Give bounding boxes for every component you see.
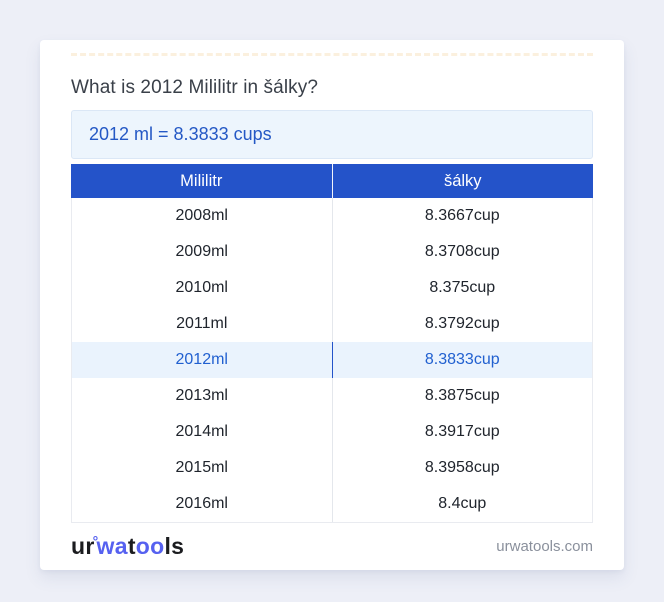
converter-card: What is 2012 Mililitr in šálky? 2012 ml … <box>40 40 624 570</box>
cell-mililitr[interactable]: 2013ml <box>72 378 333 414</box>
table-row[interactable]: 2011ml 8.3792cup <box>72 306 592 342</box>
card-footer: ur°watools urwatools.com <box>71 523 593 569</box>
page-title: What is 2012 Mililitr in šálky? <box>71 77 319 98</box>
cell-mililitr[interactable]: 2010ml <box>72 270 333 306</box>
cell-salky[interactable]: 8.3875cup <box>424 387 500 404</box>
logo-text-ls: ls <box>164 532 185 559</box>
cell-mililitr[interactable]: 2008ml <box>72 198 333 234</box>
cell-salky[interactable]: 8.3708cup <box>424 243 500 260</box>
table-row-highlighted[interactable]: 2012ml 8.3833cup <box>72 342 592 378</box>
logo-ring-icon: ° <box>92 532 99 549</box>
conversion-result-text: 2012 ml = 8.3833 cups <box>89 124 272 144</box>
cell-mililitr[interactable]: 2015ml <box>72 450 333 486</box>
conversion-result-box: 2012 ml = 8.3833 cups <box>71 110 593 159</box>
cell-salky[interactable]: 8.3958cup <box>424 459 500 476</box>
cell-mililitr[interactable]: 2009ml <box>72 234 333 270</box>
table-row[interactable]: 2013ml 8.3875cup <box>72 378 592 414</box>
table-row[interactable]: 2014ml 8.3917cup <box>72 414 592 450</box>
cell-mililitr[interactable]: 2016ml <box>72 486 333 522</box>
logo-text-oo: oo <box>135 532 165 559</box>
cell-salky[interactable]: 8.375cup <box>429 279 496 296</box>
cell-salky[interactable]: 8.3917cup <box>424 423 500 440</box>
table-row[interactable]: 2016ml 8.4cup <box>72 486 592 522</box>
cell-salky[interactable]: 8.3833cup <box>424 351 500 368</box>
table-body: 2008ml 8.3667cup 2009ml 8.3708cup 2010ml… <box>71 198 593 523</box>
table-header-mililitr: Mililitr <box>71 164 333 198</box>
table-row[interactable]: 2010ml 8.375cup <box>72 270 592 306</box>
cell-salky[interactable]: 8.3792cup <box>424 315 500 332</box>
logo-text-ur: ur <box>71 532 95 559</box>
table-header-salky: šálky <box>443 171 482 190</box>
table-row[interactable]: 2009ml 8.3708cup <box>72 234 592 270</box>
cell-salky[interactable]: 8.3667cup <box>424 207 500 224</box>
cell-mililitr[interactable]: 2012ml <box>72 342 333 378</box>
site-domain: urwatools.com <box>496 537 593 555</box>
table-header-row: Mililitr šálky <box>71 164 593 198</box>
cell-mililitr[interactable]: 2014ml <box>72 414 333 450</box>
logo-text-t: t <box>127 532 136 559</box>
cell-mililitr[interactable]: 2011ml <box>72 306 333 342</box>
dashed-divider <box>71 53 593 56</box>
urwatools-logo[interactable]: ur°watools <box>71 532 185 559</box>
cell-salky[interactable]: 8.4cup <box>438 495 487 512</box>
logo-text-wa: wa <box>96 532 128 559</box>
table-row[interactable]: 2015ml 8.3958cup <box>72 450 592 486</box>
conversion-table: Mililitr šálky 2008ml 8.3667cup 2009ml 8… <box>71 164 593 523</box>
table-row[interactable]: 2008ml 8.3667cup <box>72 198 592 234</box>
